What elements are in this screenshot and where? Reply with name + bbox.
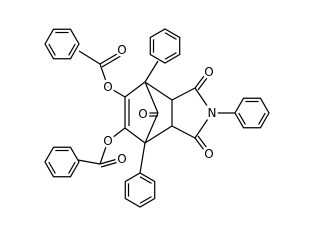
aromatic-bond [238, 112, 246, 125]
atom-label: O [117, 152, 126, 166]
atom-label: O [103, 134, 112, 148]
aromatic-bond [48, 43, 56, 56]
benzene-ring [44, 146, 80, 178]
aromatic-bond [164, 32, 177, 40]
benzene-ring [149, 28, 181, 64]
aromatic-bond [164, 52, 177, 60]
atom-label: N [208, 106, 217, 120]
atom-label: O [138, 107, 147, 121]
aromatic-bond [258, 112, 266, 125]
benzene-ring [234, 97, 270, 129]
aromatic-bond [139, 196, 152, 204]
aromatic-bond [68, 43, 76, 56]
atom-label: O [103, 80, 112, 94]
aromatic-bond [68, 161, 76, 174]
benzene-ring [124, 172, 156, 208]
atom-label: O [204, 65, 213, 79]
benzene-ring [44, 28, 80, 60]
molecule-diagram: O O O O O O N O [44, 28, 270, 208]
bonds [44, 28, 270, 208]
atom-label: O [117, 43, 126, 57]
aromatic-bond [48, 161, 56, 174]
atom-labels: O O O O O O N O [101, 41, 219, 169]
aromatic-bond [139, 176, 152, 184]
atom-label: O [204, 147, 213, 161]
